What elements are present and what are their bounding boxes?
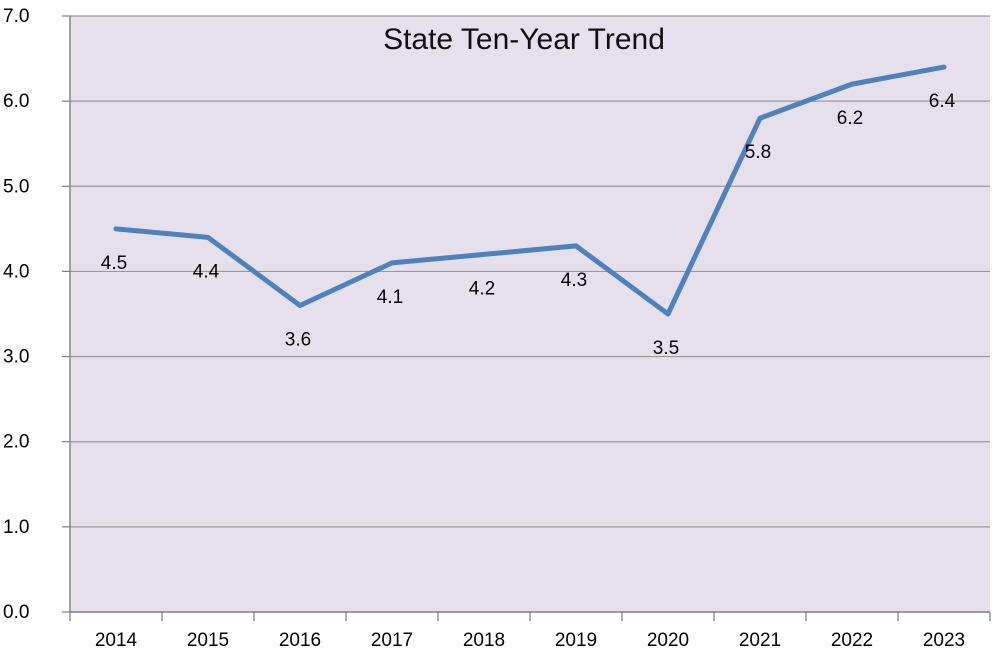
x-tick-label: 2023 xyxy=(923,630,965,651)
data-label: 6.2 xyxy=(837,108,863,129)
x-tick-label: 2018 xyxy=(463,630,505,651)
y-tick-label: 2.0 xyxy=(3,432,29,453)
x-tick-label: 2017 xyxy=(371,630,413,651)
x-tick-label: 2015 xyxy=(187,630,229,651)
data-label: 3.6 xyxy=(285,329,311,350)
y-axis-tick-labels: 0.0 1.0 2.0 3.0 4.0 5.0 6.0 7.0 xyxy=(3,6,29,623)
x-tick-label: 2021 xyxy=(739,630,781,651)
data-label: 4.2 xyxy=(469,278,495,299)
y-tick-label: 4.0 xyxy=(3,261,29,282)
y-tick-label: 1.0 xyxy=(3,517,29,538)
series-line xyxy=(113,64,947,317)
x-tick-label: 2022 xyxy=(831,630,873,651)
axes xyxy=(69,16,991,621)
data-label: 3.5 xyxy=(653,338,679,359)
gridlines xyxy=(62,15,990,613)
data-label: 4.3 xyxy=(561,270,587,291)
data-label: 6.4 xyxy=(929,91,956,112)
x-tick-label: 2016 xyxy=(279,630,321,651)
x-tick-label: 2020 xyxy=(647,630,689,651)
data-label: 5.8 xyxy=(745,142,771,163)
y-tick-label: 7.0 xyxy=(3,6,29,27)
data-labels: 4.5 4.4 3.6 4.1 4.2 4.3 3.5 5.8 6.2 6.4 xyxy=(101,91,956,359)
x-axis-tick-labels: 2014 2015 2016 2017 2018 2019 2020 2021 2022 2023 xyxy=(95,630,965,651)
y-tick-label: 6.0 xyxy=(3,91,29,112)
plot-area xyxy=(70,16,990,612)
y-tick-label: 3.0 xyxy=(3,347,29,368)
x-tick-label: 2019 xyxy=(555,630,597,651)
y-tick-label: 0.0 xyxy=(3,602,29,623)
data-label: 4.4 xyxy=(193,261,220,282)
data-label: 4.1 xyxy=(377,287,403,308)
data-label: 4.5 xyxy=(101,253,127,274)
x-tick-label: 2014 xyxy=(95,630,138,651)
chart-title: State Ten-Year Trend xyxy=(383,23,665,56)
y-tick-label: 5.0 xyxy=(3,176,29,197)
